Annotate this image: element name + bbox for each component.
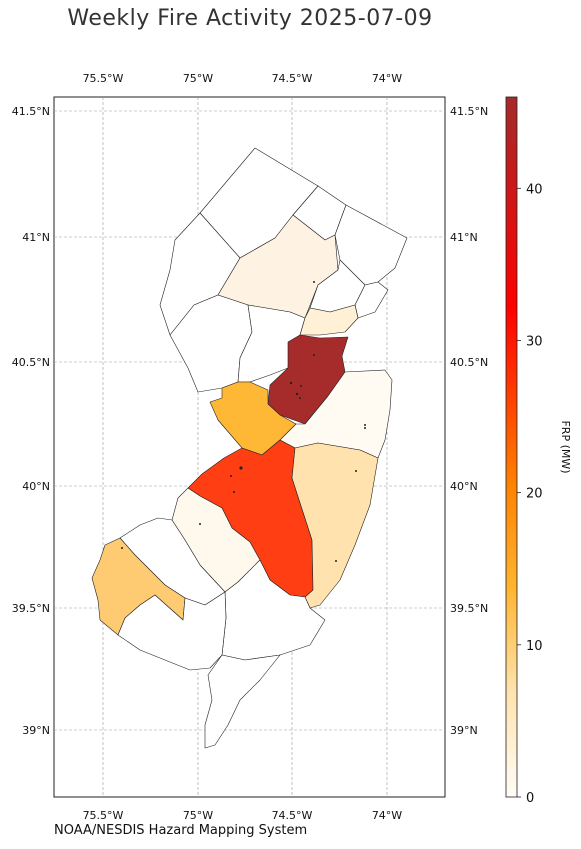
lat-label-left: 40°N: [22, 480, 50, 493]
colorbar-ticks: 0 10 20 30 40: [517, 182, 543, 806]
fire-point: [233, 491, 235, 493]
fire-point: [121, 547, 123, 549]
bottom-lon-labels: 75.5°W 75°W 74.5°W 74°W: [83, 809, 403, 822]
lat-label-left: 41.5°N: [12, 105, 50, 118]
fire-point: [335, 560, 337, 562]
fire-detections: [121, 281, 366, 562]
lon-label-top: 75°W: [183, 72, 213, 85]
lat-label-right: 39.5°N: [450, 602, 488, 615]
fire-point: [355, 470, 357, 472]
fire-point: [199, 523, 201, 525]
right-lat-labels: 41.5°N 41°N 40.5°N 40°N 39.5°N 39°N: [450, 105, 488, 737]
lat-label-right: 40.5°N: [450, 356, 488, 369]
lat-label-left: 41°N: [22, 231, 50, 244]
fire-point: [295, 392, 299, 396]
left-lat-labels: 41.5°N 41°N 40.5°N 40°N 39.5°N 39°N: [12, 105, 50, 737]
fire-point: [364, 427, 366, 429]
lat-label-left: 39°N: [22, 724, 50, 737]
colorbar-tick-label: 10: [526, 639, 543, 654]
fire-point: [299, 397, 301, 399]
lat-label-left: 40.5°N: [12, 356, 50, 369]
colorbar: [505, 96, 518, 798]
colorbar-tick-label: 20: [526, 487, 543, 502]
fire-point: [364, 424, 366, 426]
lon-label-top: 75.5°W: [83, 72, 124, 85]
colorbar-tick-label: 0: [526, 791, 534, 806]
colorbar-tick-label: 30: [526, 334, 543, 349]
lon-label-bottom: 75.5°W: [83, 809, 124, 822]
fire-point: [239, 466, 243, 470]
county-cumberland: [117, 591, 227, 671]
lat-label-right: 41°N: [450, 231, 478, 244]
lat-label-left: 39.5°N: [12, 602, 50, 615]
county-union: [299, 304, 359, 336]
lon-label-bottom: 75°W: [183, 809, 213, 822]
lat-label-right: 39°N: [450, 724, 478, 737]
top-lon-labels: 75.5°W 75°W 74.5°W 74°W: [83, 72, 403, 85]
county-ocean: [291, 442, 379, 609]
lat-label-right: 41.5°N: [450, 105, 488, 118]
map-title: Weekly Fire Activity 2025-07-09: [67, 6, 433, 31]
lon-label-bottom: 74°W: [372, 809, 402, 822]
lat-label-right: 40°N: [450, 480, 478, 493]
fire-point: [230, 475, 232, 477]
fire-point: [289, 381, 293, 385]
lon-label-top: 74.5°W: [272, 72, 313, 85]
colorbar-label: FRP (MW): [559, 420, 572, 473]
lon-label-top: 74°W: [372, 72, 402, 85]
data-credit: NOAA/NESDIS Hazard Mapping System: [54, 823, 308, 838]
colorbar-tick-label: 40: [526, 182, 543, 197]
lon-label-bottom: 74.5°W: [272, 809, 313, 822]
fire-point: [300, 385, 302, 387]
fire-point: [313, 354, 315, 356]
fire-point: [313, 281, 315, 283]
county-cape-may: [204, 654, 281, 749]
counties: [91, 147, 408, 749]
